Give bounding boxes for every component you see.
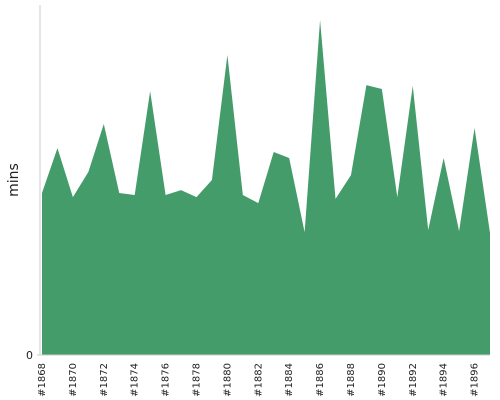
x-tick-label: #1876 [161, 363, 172, 397]
x-tick-label: #1892 [408, 363, 419, 397]
x-tick-label: #1888 [346, 363, 357, 397]
x-tick-label: #1870 [68, 363, 79, 397]
x-tick-label: #1878 [191, 363, 202, 397]
y-tick-label: 0 [26, 349, 33, 362]
x-tick-label: #1872 [99, 363, 110, 397]
x-tick-label: #1884 [284, 363, 295, 397]
x-tick-label: #1896 [470, 363, 481, 397]
x-tick-label: #1886 [315, 363, 326, 397]
x-tick-label: #1882 [253, 363, 264, 397]
x-tick-label: #1868 [37, 363, 48, 397]
x-tick-label: #1880 [222, 363, 233, 397]
y-axis-label: mins [6, 163, 22, 197]
x-tick-label: #1894 [439, 363, 450, 397]
area [42, 20, 490, 356]
x-tick-label: #1890 [377, 363, 388, 397]
x-tick-label: #1874 [130, 363, 141, 397]
